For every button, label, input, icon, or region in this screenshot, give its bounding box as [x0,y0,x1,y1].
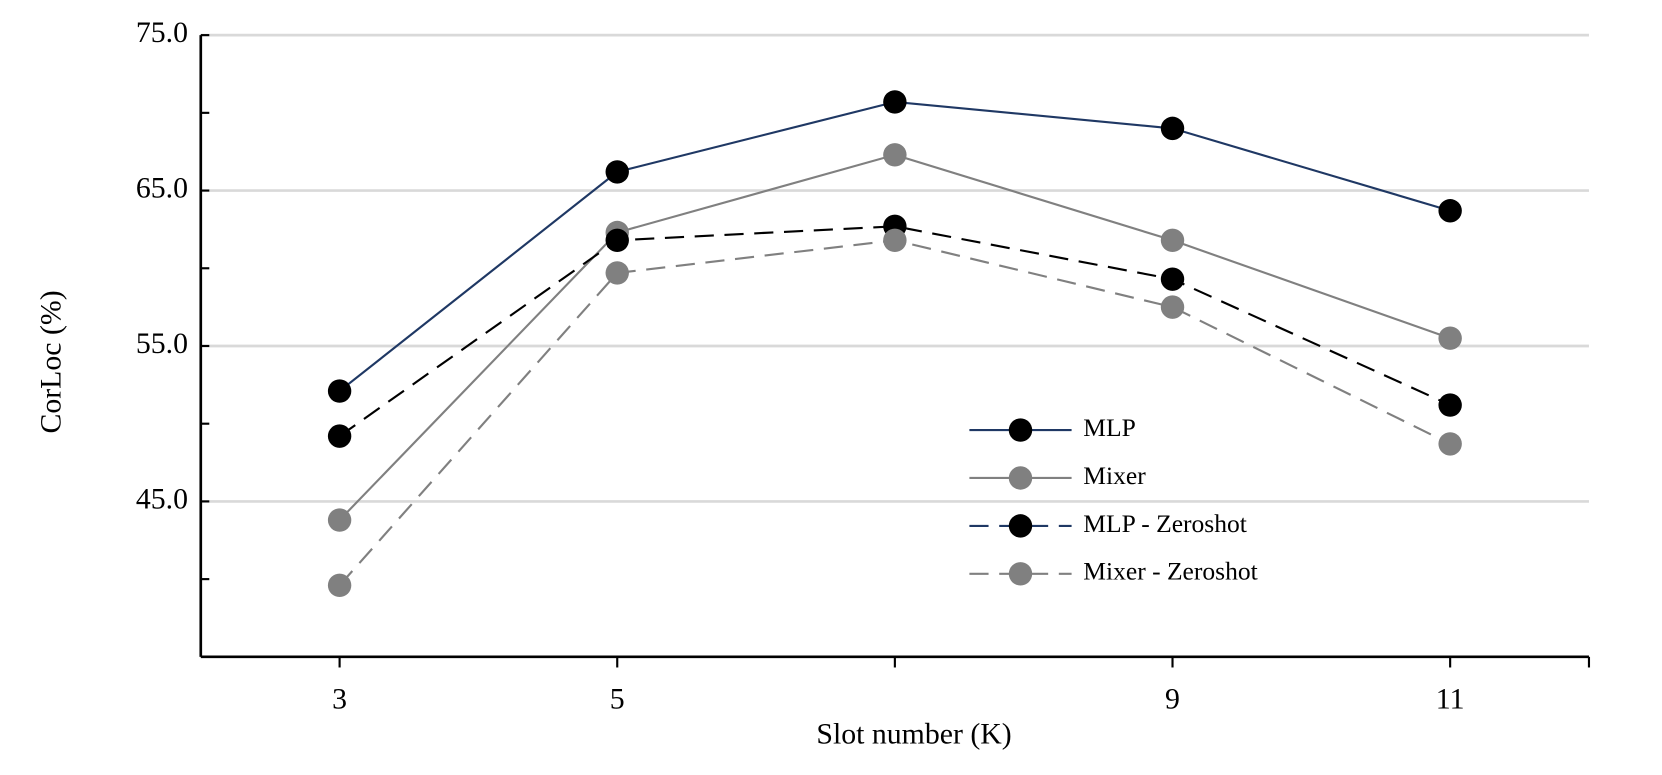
data-point [327,573,352,598]
y-tick-label: 45.0 [136,482,188,515]
x-tick-label: 11 [1436,682,1465,715]
data-point [1160,267,1185,291]
data-point [327,379,352,403]
y-tick-label: 65.0 [136,171,188,204]
x-tick-label: 5 [610,682,625,715]
legend-marker [1008,418,1033,442]
legend-marker [1008,562,1033,586]
data-point [605,261,629,285]
legend-marker [1008,466,1033,490]
series-line [338,225,1451,437]
x-tick-label: 9 [1165,682,1180,715]
y-tick-label: 55.0 [136,327,188,360]
data-point [1438,432,1462,456]
data-point [1438,199,1462,223]
data-point [1438,326,1462,350]
data-point [1160,228,1185,253]
data-point [1438,393,1462,417]
data-point [1160,116,1185,141]
data-point [883,228,907,253]
legend-label: Mixer [1083,461,1146,490]
y-tick-label: 75.0 [136,16,188,49]
data-point [883,90,907,114]
series-line [338,239,1451,587]
x-tick-label: 3 [332,682,347,715]
data-point [605,160,629,184]
data-point [1160,295,1185,319]
x-axis-label: Slot number (K) [816,718,1011,751]
legend-label: MLP [1083,413,1136,442]
legend-marker [1008,514,1033,538]
data-point [605,228,629,253]
y-axis-label: CorLoc (%) [35,290,68,433]
series-line [338,153,1451,521]
legend-label: MLP - Zeroshot [1083,509,1247,538]
data-point [327,424,352,448]
data-point [883,143,907,167]
legend-label: Mixer - Zeroshot [1083,557,1257,586]
data-point [327,508,352,532]
